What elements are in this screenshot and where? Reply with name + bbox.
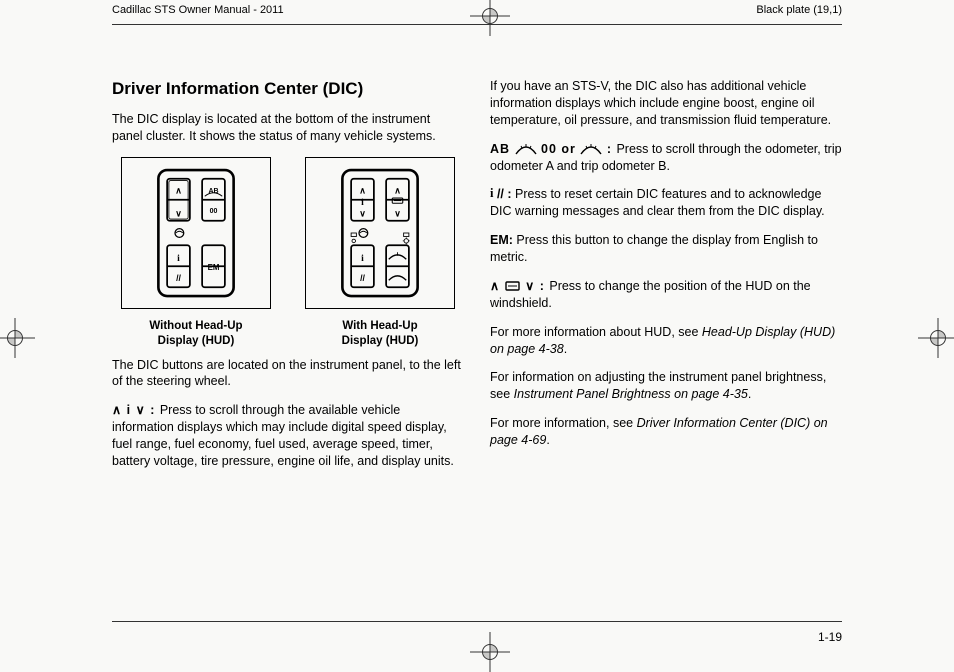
svg-text:i: i: [361, 253, 364, 264]
see-brightness: For information on adjusting the instrum…: [490, 369, 842, 403]
see-dic: For more information, see Driver Informa…: [490, 415, 842, 449]
svg-text://: //: [360, 273, 365, 283]
odo-scroll-desc: AB 00 or : Press to scroll through the o…: [490, 141, 842, 175]
intro-paragraph: The DIC display is located at the bottom…: [112, 111, 464, 145]
svg-text://: //: [176, 273, 181, 283]
header-right: Black plate (19,1): [756, 4, 842, 16]
dic-buttons-no-hud-icon: ∧ ∨ AB 00: [127, 163, 265, 303]
manual-page: Cadillac STS Owner Manual - 2011 Black p…: [0, 0, 954, 668]
svg-text:00: 00: [210, 208, 218, 215]
svg-text:∧: ∧: [359, 185, 365, 195]
running-head: Cadillac STS Owner Manual - 2011 Black p…: [112, 4, 842, 16]
svg-text:i: i: [177, 253, 180, 264]
section-heading: Driver Information Center (DIC): [112, 78, 464, 101]
svg-text:i: i: [361, 197, 364, 208]
em-desc: EM: Press this button to change the disp…: [490, 232, 842, 266]
header-left: Cadillac STS Owner Manual - 2011: [112, 4, 284, 16]
svg-text:∨: ∨: [359, 208, 365, 218]
rule-top: [112, 24, 842, 25]
odometer-icon: [515, 143, 537, 155]
svg-text:EM: EM: [208, 262, 220, 271]
hud-rect-icon: [505, 280, 521, 292]
svg-text:∧: ∧: [175, 185, 181, 195]
reset-desc: i // : Press to reset certain DIC featur…: [490, 186, 842, 220]
see-hud: For more information about HUD, see Head…: [490, 324, 842, 358]
column-right: If you have an STS-V, the DIC also has a…: [490, 78, 842, 612]
dic-buttons-hud-icon: ∧ ∨ i ∧ ∨: [311, 163, 449, 303]
figure-with-hud: ∧ ∨ i ∧ ∨: [296, 157, 464, 349]
figure-row: ∧ ∨ AB 00: [112, 157, 464, 349]
info-scroll-symbol: ∧ i ∨ :: [112, 403, 160, 417]
content-columns: Driver Information Center (DIC) The DIC …: [112, 78, 842, 612]
page-number: 1-19: [818, 630, 842, 644]
column-left: Driver Information Center (DIC) The DIC …: [112, 78, 464, 612]
info-scroll-desc: ∧ i ∨ : Press to scroll through the avai…: [112, 402, 464, 470]
stsv-note: If you have an STS-V, the DIC also has a…: [490, 78, 842, 129]
crop-mark-left: [0, 318, 35, 358]
svg-text:∨: ∨: [394, 208, 400, 218]
svg-text:∨: ∨: [175, 208, 181, 218]
odo-scroll-symbol: AB 00 or :: [490, 142, 616, 156]
hud-pos-desc: ∧ ∨ : Press to change the position of th…: [490, 278, 842, 312]
hud-pos-symbol: ∧ ∨ :: [490, 279, 549, 293]
crop-mark-right: [918, 318, 954, 358]
caption-without-hud: Without Head-UpDisplay (HUD): [149, 319, 242, 349]
buttons-location: The DIC buttons are located on the instr…: [112, 357, 464, 391]
crop-mark-bottom: [470, 632, 510, 672]
odometer-icon: [580, 143, 602, 155]
caption-with-hud: With Head-UpDisplay (HUD): [342, 319, 419, 349]
figure-without-hud: ∧ ∨ AB 00: [112, 157, 280, 349]
svg-text:∧: ∧: [394, 185, 400, 195]
rule-bottom: [112, 621, 842, 622]
